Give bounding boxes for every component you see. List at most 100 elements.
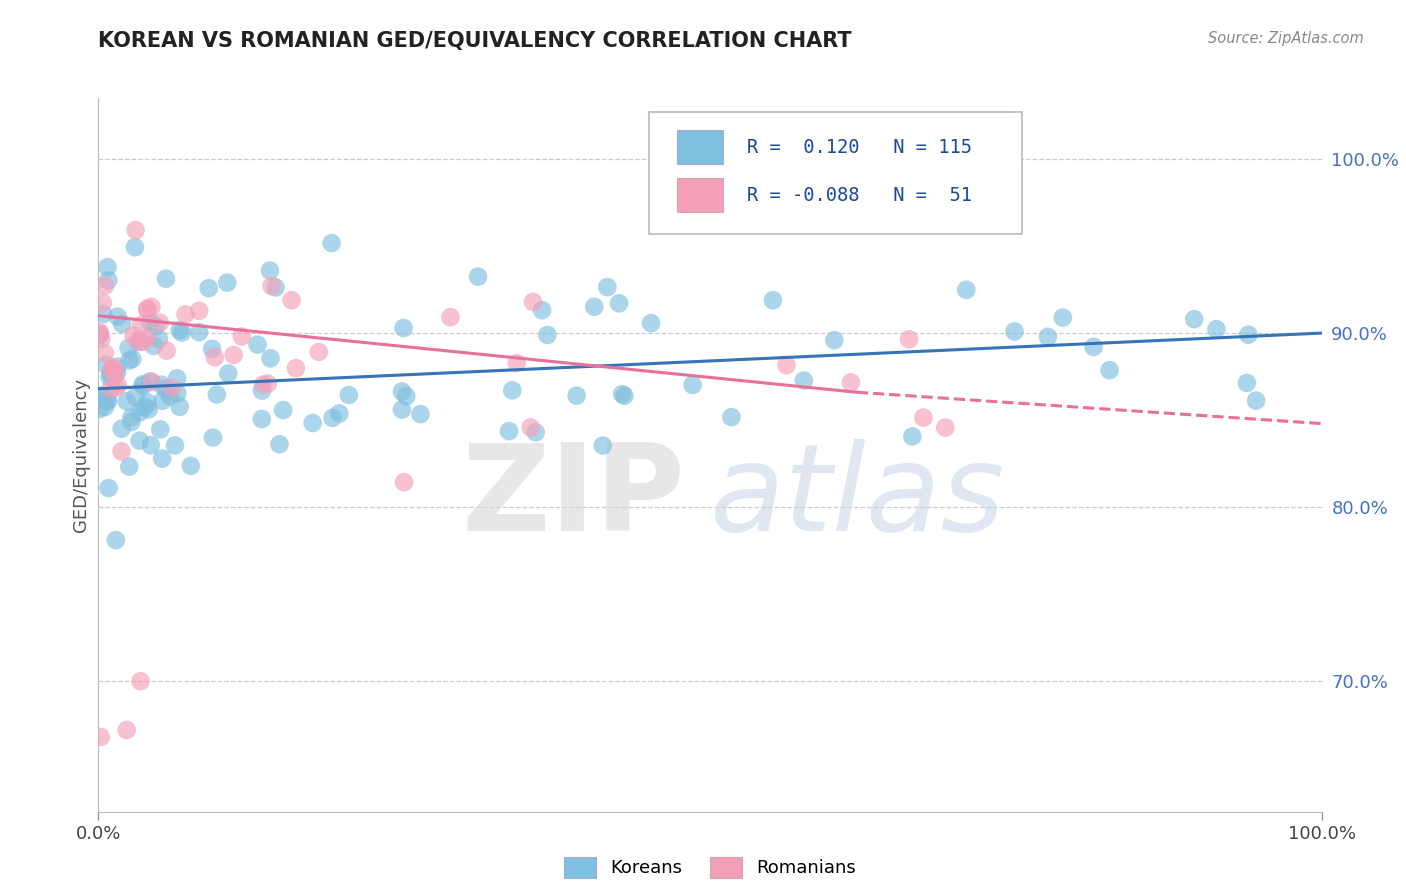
Point	[148, 332, 170, 346]
Point	[391, 384, 413, 399]
Point	[129, 318, 152, 332]
Point	[100, 382, 122, 396]
Point	[596, 280, 619, 294]
Point	[322, 410, 344, 425]
Point	[823, 333, 845, 347]
Bar	[678, 130, 724, 164]
Point	[118, 353, 141, 368]
Point	[256, 376, 278, 391]
Point	[149, 316, 172, 330]
Point	[271, 403, 294, 417]
Point	[1182, 312, 1205, 326]
Point	[519, 420, 541, 434]
Point	[89, 328, 111, 343]
Point	[128, 434, 150, 448]
Point	[169, 323, 191, 337]
Point	[138, 402, 160, 417]
Point	[201, 342, 224, 356]
Point	[565, 388, 588, 402]
Point	[150, 451, 173, 466]
Point	[260, 279, 283, 293]
Point	[163, 438, 186, 452]
Point	[134, 400, 156, 414]
Point	[156, 343, 179, 358]
Point	[100, 367, 122, 381]
Point	[89, 325, 111, 339]
Point	[100, 362, 122, 376]
Point	[101, 369, 124, 384]
FancyBboxPatch shape	[650, 112, 1022, 234]
Point	[155, 382, 177, 396]
Point	[934, 420, 956, 434]
Point	[122, 328, 145, 343]
Point	[720, 410, 742, 425]
Point	[524, 425, 547, 440]
Point	[94, 278, 117, 293]
Text: atlas: atlas	[710, 439, 1005, 557]
Point	[174, 307, 197, 321]
Point	[111, 317, 134, 331]
Point	[107, 310, 129, 324]
Point	[155, 271, 177, 285]
Point	[188, 303, 211, 318]
Point	[96, 358, 118, 372]
Point	[115, 723, 138, 737]
Point	[301, 416, 323, 430]
Point	[141, 300, 163, 314]
Text: R = -0.088   N =  51: R = -0.088 N = 51	[747, 186, 972, 204]
Point	[117, 341, 139, 355]
Point	[129, 674, 152, 689]
Point	[284, 361, 307, 376]
Point	[139, 375, 162, 389]
Text: R =  0.120   N = 115: R = 0.120 N = 115	[747, 138, 972, 157]
Point	[197, 281, 219, 295]
Point	[321, 235, 343, 250]
Point	[120, 415, 142, 429]
Point	[204, 351, 226, 365]
Point	[107, 378, 129, 392]
Point	[90, 730, 112, 744]
Point	[607, 296, 630, 310]
Point	[409, 407, 432, 421]
Point	[132, 379, 155, 393]
Point	[682, 378, 704, 392]
Point	[97, 481, 120, 495]
Point	[132, 334, 155, 349]
Point	[217, 367, 239, 381]
Point	[793, 374, 815, 388]
Point	[90, 388, 112, 402]
Bar	[678, 178, 724, 212]
Point	[439, 310, 461, 325]
Point	[118, 459, 141, 474]
Point	[180, 458, 202, 473]
Text: ZIP: ZIP	[461, 439, 686, 557]
Point	[104, 362, 127, 376]
Point	[129, 405, 152, 419]
Point	[139, 438, 162, 452]
Point	[152, 393, 174, 408]
Point	[259, 263, 281, 277]
Point	[142, 339, 165, 353]
Point	[392, 475, 415, 490]
Point	[250, 412, 273, 426]
Point	[536, 328, 558, 343]
Point	[188, 325, 211, 339]
Point	[839, 376, 862, 390]
Point	[912, 410, 935, 425]
Point	[121, 351, 143, 366]
Point	[128, 334, 150, 349]
Point	[115, 394, 138, 409]
Point	[1036, 330, 1059, 344]
Point	[955, 283, 977, 297]
Point	[259, 351, 281, 366]
Text: KOREAN VS ROMANIAN GED/EQUIVALENCY CORRELATION CHART: KOREAN VS ROMANIAN GED/EQUIVALENCY CORRE…	[98, 31, 852, 51]
Point	[231, 329, 253, 343]
Point	[127, 334, 149, 348]
Point	[467, 269, 489, 284]
Point	[159, 390, 181, 404]
Point	[205, 387, 228, 401]
Point	[610, 387, 633, 401]
Point	[169, 400, 191, 414]
Point	[1236, 376, 1258, 390]
Point	[97, 260, 120, 274]
